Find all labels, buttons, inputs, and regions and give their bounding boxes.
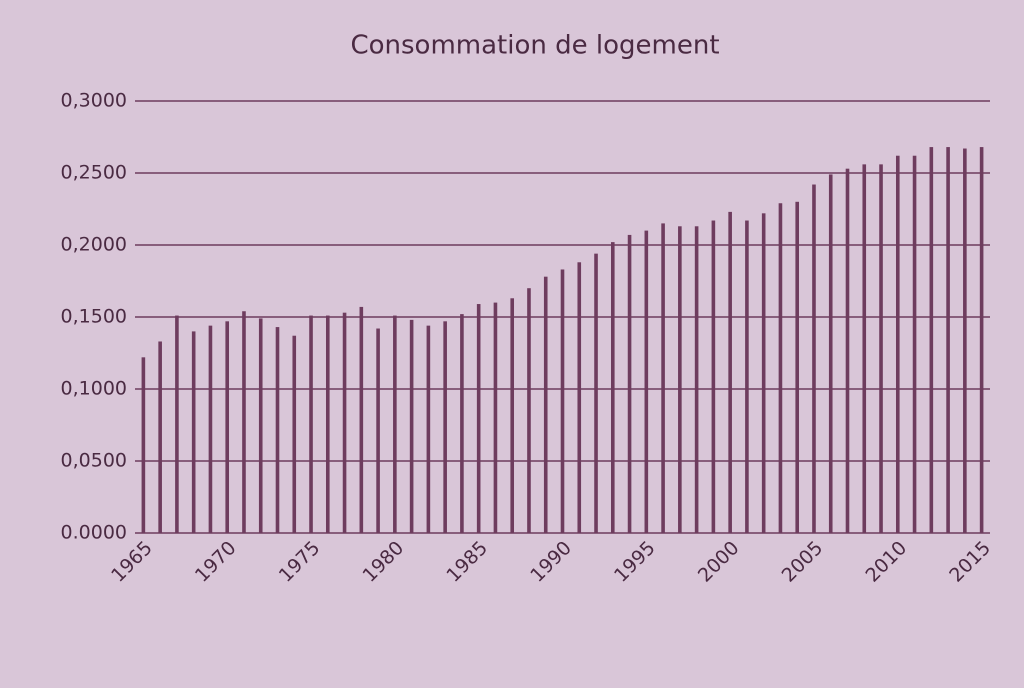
y-tick-label: 0,1000: [61, 378, 127, 400]
bar: [225, 321, 230, 533]
bar: [929, 147, 934, 533]
bar: [577, 262, 582, 533]
bar: [543, 276, 548, 533]
bar: [778, 203, 783, 534]
bar: [761, 213, 766, 533]
bar: [912, 155, 917, 533]
bar: [158, 341, 162, 533]
bar: [845, 168, 850, 533]
bar: [376, 328, 380, 533]
bar: [678, 226, 682, 533]
bar: [476, 304, 481, 533]
bar: [460, 314, 464, 533]
bar: [208, 325, 213, 533]
bar: [141, 357, 146, 533]
bar: [342, 312, 347, 533]
bar: [175, 315, 179, 533]
y-tick-label: 0,2500: [61, 162, 127, 184]
bar: [946, 147, 950, 533]
bar: [610, 242, 615, 533]
y-tick-label: 0,1500: [61, 306, 127, 328]
bar: [275, 327, 280, 533]
y-tick-label: 0,2000: [61, 234, 127, 256]
y-tick-label: 0,0500: [61, 450, 127, 472]
bar: [242, 311, 246, 533]
bar: [443, 321, 447, 533]
bar: [527, 288, 531, 533]
bar: [895, 155, 900, 533]
bar: [879, 164, 883, 534]
bar: [510, 298, 515, 533]
bar: [661, 223, 665, 533]
bar: [828, 174, 833, 533]
bar: [711, 220, 716, 533]
y-tick-label: 0.0000: [61, 522, 127, 544]
bar: [426, 325, 431, 533]
bar: [409, 319, 414, 533]
bar: [594, 253, 598, 533]
bar: [963, 148, 967, 533]
bar: [560, 269, 565, 533]
bar: [644, 230, 649, 533]
bar: [191, 331, 196, 533]
bar: [325, 315, 330, 533]
bar: [258, 318, 263, 533]
bar: [309, 315, 313, 533]
bar: [393, 315, 397, 533]
bar: [694, 226, 699, 533]
bar: [627, 234, 632, 534]
chart-title: Consommation de logement: [350, 31, 719, 61]
bar: [728, 211, 732, 533]
bar: [359, 306, 364, 533]
bar: [812, 184, 816, 533]
bar: [795, 201, 800, 534]
bar: [862, 164, 867, 534]
bar: [292, 335, 297, 533]
y-tick-label: 0,3000: [61, 90, 127, 112]
bar: [745, 220, 749, 533]
bar: [979, 147, 984, 533]
bar: [493, 302, 498, 533]
